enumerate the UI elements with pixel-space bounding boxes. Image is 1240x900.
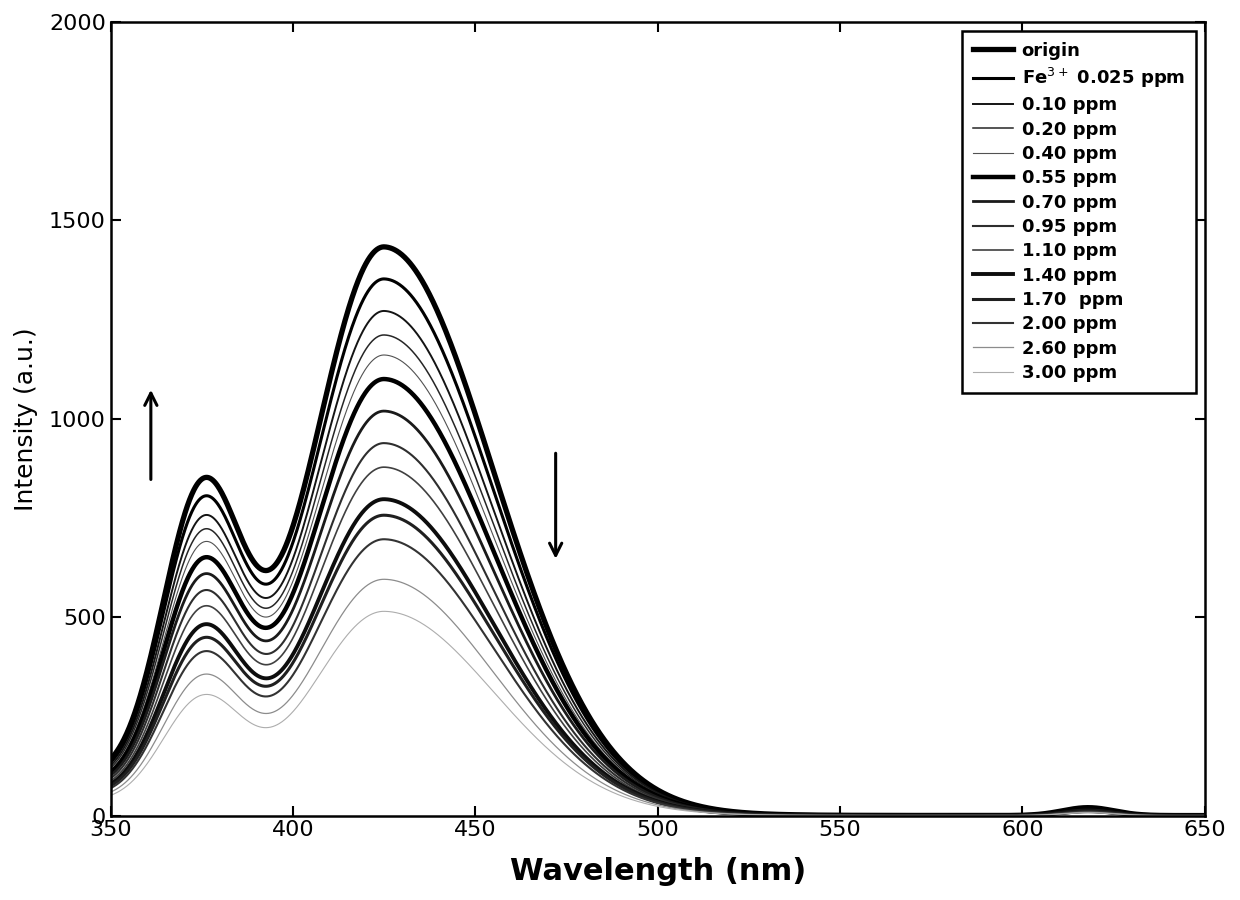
Y-axis label: Intensity (a.u.): Intensity (a.u.)	[14, 327, 38, 510]
X-axis label: Wavelength (nm): Wavelength (nm)	[510, 857, 806, 886]
Legend: origin, Fe$^{3+}$ 0.025 ppm, 0.10 ppm, 0.20 ppm, 0.40 ppm, 0.55 ppm, 0.70 ppm, 0: origin, Fe$^{3+}$ 0.025 ppm, 0.10 ppm, 0…	[962, 31, 1195, 392]
